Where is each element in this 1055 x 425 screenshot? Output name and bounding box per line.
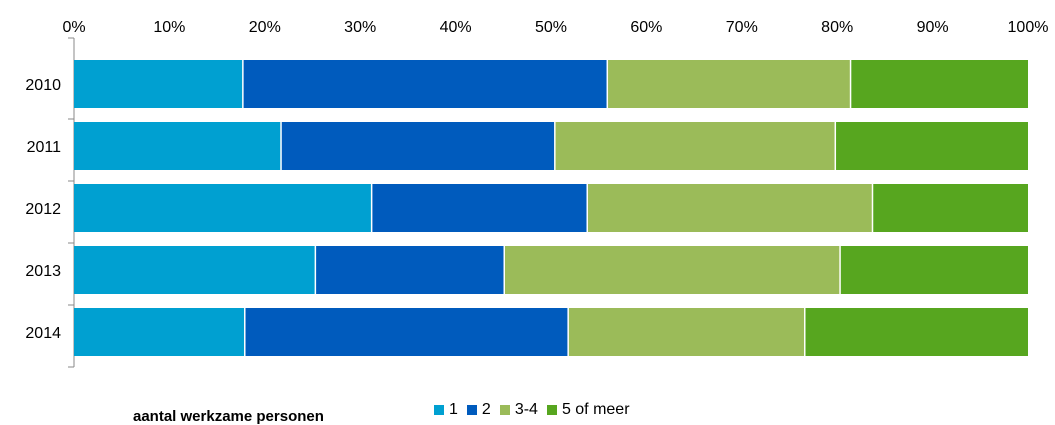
x-axis: 0% 10% 20% 30% 40% 50% 60% 70% 80% 90% 100% <box>62 19 1048 36</box>
x-tick-label: 70% <box>726 19 758 36</box>
legend-item: 3-4 <box>499 401 538 419</box>
bar-segment-2013-series-4 <box>840 246 1028 294</box>
bar-segment-2011-series-3 <box>554 122 836 170</box>
legend-title: aantal werkzame personen <box>133 408 324 425</box>
legend-item: 1 <box>434 401 458 419</box>
bar-segment-2013-series-2 <box>315 246 505 294</box>
y-tick-label: 2012 <box>25 201 61 218</box>
y-tick-label: 2010 <box>25 77 61 94</box>
x-tick-label: 50% <box>535 19 567 36</box>
stacked-bar-chart: 0% 10% 20% 30% 40% 50% 60% 70% 80% 90% 100% 201020… <box>25 19 1048 368</box>
bar-segment-2012-series-1 <box>74 184 372 232</box>
legend-swatch <box>546 405 557 415</box>
legend-swatch <box>499 405 510 415</box>
legend-item: 5 of meer <box>546 401 630 419</box>
bar-segment-2014-series-3 <box>568 308 805 356</box>
bar-segment-2014-series-1 <box>74 308 245 356</box>
x-tick-label: 60% <box>630 19 662 36</box>
bar-segment-2014-series-4 <box>804 308 1028 356</box>
bar-segment-2012-series-4 <box>872 184 1028 232</box>
bar-segment-2010-series-3 <box>607 60 851 108</box>
legend-label: 2 <box>481 401 491 418</box>
y-axis: 2010 2011 2012 2013 2014 <box>25 37 75 368</box>
bar-segment-2010-series-4 <box>850 60 1028 108</box>
x-tick-label: 40% <box>440 19 472 36</box>
bar-segment-2013-series-3 <box>504 246 841 294</box>
x-tick-label: 90% <box>917 19 949 36</box>
bar-segment-2012-series-3 <box>587 184 873 232</box>
x-tick-label: 0% <box>62 19 85 36</box>
y-tick-label: 2011 <box>27 139 62 156</box>
bar-segment-2013-series-1 <box>74 246 316 294</box>
bar-segment-2012-series-2 <box>371 184 588 232</box>
legend-item: 2 <box>466 401 491 419</box>
x-tick-label: 10% <box>153 19 185 36</box>
x-tick-label: 80% <box>821 19 853 36</box>
bars <box>74 60 1028 356</box>
bar-segment-2011-series-2 <box>281 122 555 170</box>
x-tick-label: 100% <box>1008 19 1049 36</box>
bar-segment-2010-series-1 <box>74 60 243 108</box>
legend-items: 1 2 3-4 5 of meer <box>434 401 630 419</box>
y-tick-label: 2014 <box>25 325 61 342</box>
legend-label: 1 <box>449 401 458 418</box>
bar-segment-2014-series-2 <box>244 308 569 356</box>
bar-segment-2010-series-2 <box>242 60 608 108</box>
bar-segment-2011-series-4 <box>835 122 1028 170</box>
legend-swatch <box>466 405 477 415</box>
x-tick-label: 30% <box>344 19 376 36</box>
legend-label: 5 of meer <box>561 401 630 418</box>
bar-segment-2011-series-1 <box>74 122 282 170</box>
legend-label: 3-4 <box>514 401 538 418</box>
legend-swatch <box>434 405 444 415</box>
y-tick-label: 2013 <box>25 263 61 280</box>
x-tick-label: 20% <box>249 19 281 36</box>
legend: aantal werkzame personen 1 2 3-4 5 of meer <box>0 396 1055 425</box>
